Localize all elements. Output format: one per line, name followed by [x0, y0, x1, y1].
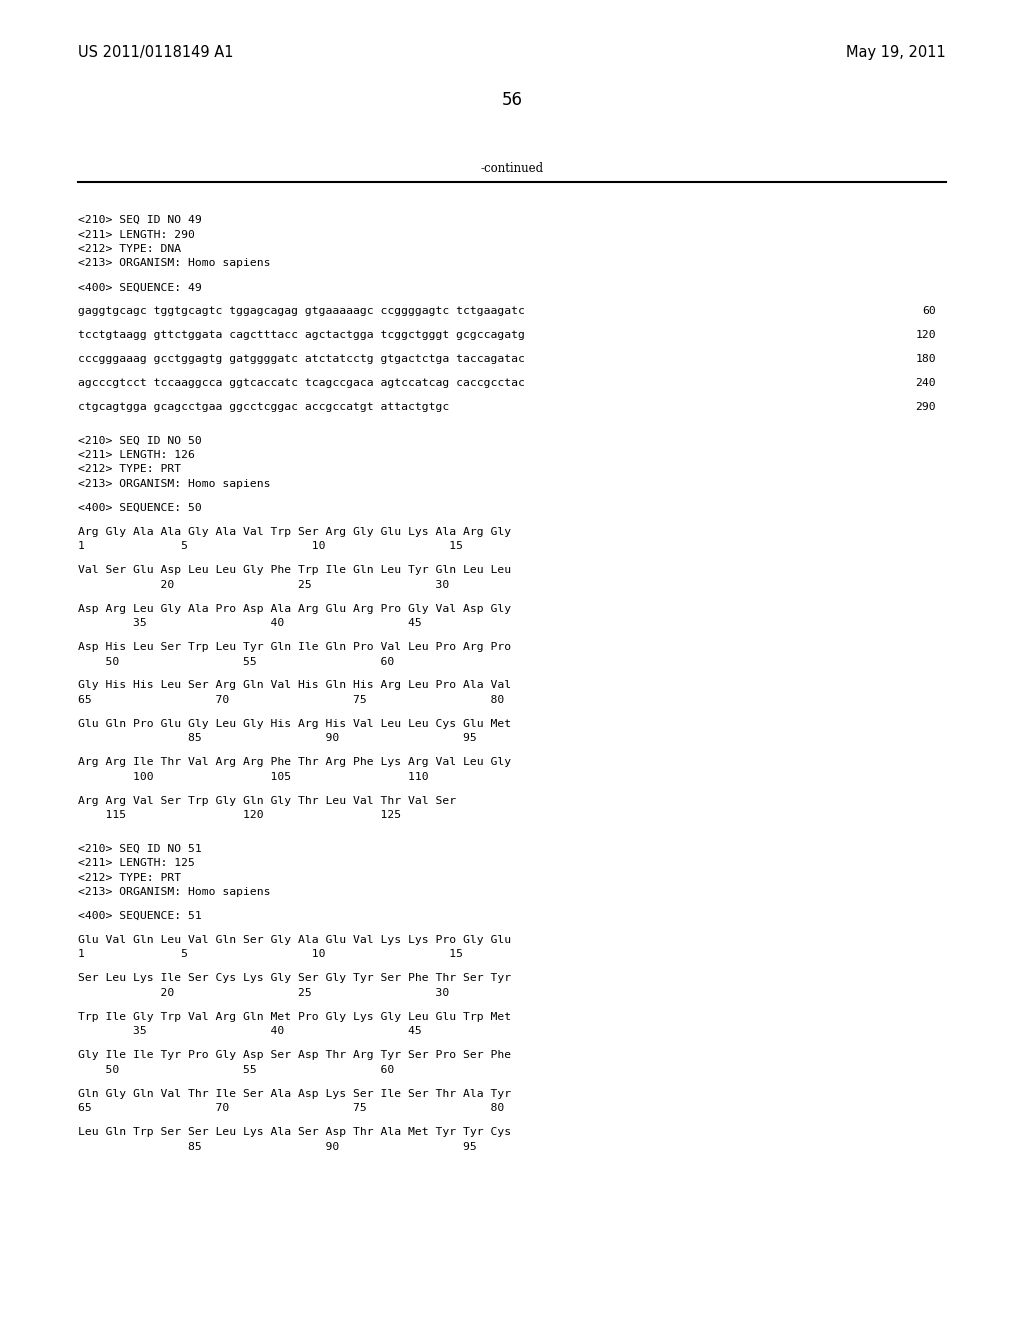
Text: 50                  55                  60: 50 55 60	[78, 656, 394, 667]
Text: Gly Ile Ile Tyr Pro Gly Asp Ser Asp Thr Arg Tyr Ser Pro Ser Phe: Gly Ile Ile Tyr Pro Gly Asp Ser Asp Thr …	[78, 1051, 511, 1060]
Text: gaggtgcagc tggtgcagtc tggagcagag gtgaaaaagc ccggggagtc tctgaagatc: gaggtgcagc tggtgcagtc tggagcagag gtgaaaa…	[78, 306, 525, 317]
Text: cccgggaaag gcctggagtg gatggggatc atctatcctg gtgactctga taccagatac: cccgggaaag gcctggagtg gatggggatc atctatc…	[78, 354, 525, 364]
Text: Arg Gly Ala Ala Gly Ala Val Trp Ser Arg Gly Glu Lys Ala Arg Gly: Arg Gly Ala Ala Gly Ala Val Trp Ser Arg …	[78, 527, 511, 537]
Text: 56: 56	[502, 91, 522, 110]
Text: <211> LENGTH: 125: <211> LENGTH: 125	[78, 858, 195, 869]
Text: 65                  70                  75                  80: 65 70 75 80	[78, 1104, 504, 1113]
Text: Glu Gln Pro Glu Gly Leu Gly His Arg His Val Leu Leu Cys Glu Met: Glu Gln Pro Glu Gly Leu Gly His Arg His …	[78, 719, 511, 729]
Text: Arg Arg Val Ser Trp Gly Gln Gly Thr Leu Val Thr Val Ser: Arg Arg Val Ser Trp Gly Gln Gly Thr Leu …	[78, 796, 456, 805]
Text: -continued: -continued	[480, 161, 544, 174]
Text: May 19, 2011: May 19, 2011	[846, 45, 946, 59]
Text: Asp His Leu Ser Trp Leu Tyr Gln Ile Gln Pro Val Leu Pro Arg Pro: Asp His Leu Ser Trp Leu Tyr Gln Ile Gln …	[78, 642, 511, 652]
Text: <213> ORGANISM: Homo sapiens: <213> ORGANISM: Homo sapiens	[78, 887, 270, 898]
Text: <400> SEQUENCE: 50: <400> SEQUENCE: 50	[78, 503, 202, 513]
Text: agcccgtcct tccaaggcca ggtcaccatc tcagccgaca agtccatcag caccgcctac: agcccgtcct tccaaggcca ggtcaccatc tcagccg…	[78, 378, 525, 388]
Text: 100                 105                 110: 100 105 110	[78, 772, 429, 781]
Text: tcctgtaagg gttctggata cagctttacc agctactgga tcggctgggt gcgccagatg: tcctgtaagg gttctggata cagctttacc agctact…	[78, 330, 525, 341]
Text: <213> ORGANISM: Homo sapiens: <213> ORGANISM: Homo sapiens	[78, 259, 270, 268]
Text: 1              5                  10                  15: 1 5 10 15	[78, 541, 463, 552]
Text: 240: 240	[915, 378, 936, 388]
Text: 290: 290	[915, 403, 936, 412]
Text: 1              5                  10                  15: 1 5 10 15	[78, 949, 463, 960]
Text: <212> TYPE: PRT: <212> TYPE: PRT	[78, 873, 181, 883]
Text: 60: 60	[923, 306, 936, 317]
Text: <400> SEQUENCE: 49: <400> SEQUENCE: 49	[78, 282, 202, 293]
Text: Ser Leu Lys Ile Ser Cys Lys Gly Ser Gly Tyr Ser Phe Thr Ser Tyr: Ser Leu Lys Ile Ser Cys Lys Gly Ser Gly …	[78, 973, 511, 983]
Text: 35                  40                  45: 35 40 45	[78, 618, 422, 628]
Text: 180: 180	[915, 354, 936, 364]
Text: US 2011/0118149 A1: US 2011/0118149 A1	[78, 45, 233, 59]
Text: 85                  90                  95: 85 90 95	[78, 1142, 477, 1151]
Text: 120: 120	[915, 330, 936, 341]
Text: 50                  55                  60: 50 55 60	[78, 1065, 394, 1074]
Text: Leu Gln Trp Ser Ser Leu Lys Ala Ser Asp Thr Ala Met Tyr Tyr Cys: Leu Gln Trp Ser Ser Leu Lys Ala Ser Asp …	[78, 1127, 511, 1137]
Text: ctgcagtgga gcagcctgaa ggcctcggac accgccatgt attactgtgc: ctgcagtgga gcagcctgaa ggcctcggac accgcca…	[78, 403, 450, 412]
Text: 35                  40                  45: 35 40 45	[78, 1026, 422, 1036]
Text: Val Ser Glu Asp Leu Leu Gly Phe Trp Ile Gln Leu Tyr Gln Leu Leu: Val Ser Glu Asp Leu Leu Gly Phe Trp Ile …	[78, 565, 511, 576]
Text: <210> SEQ ID NO 50: <210> SEQ ID NO 50	[78, 436, 202, 445]
Text: 20                  25                  30: 20 25 30	[78, 987, 450, 998]
Text: <211> LENGTH: 126: <211> LENGTH: 126	[78, 450, 195, 459]
Text: <400> SEQUENCE: 51: <400> SEQUENCE: 51	[78, 911, 202, 921]
Text: Trp Ile Gly Trp Val Arg Gln Met Pro Gly Lys Gly Leu Glu Trp Met: Trp Ile Gly Trp Val Arg Gln Met Pro Gly …	[78, 1011, 511, 1022]
Text: 115                 120                 125: 115 120 125	[78, 810, 401, 820]
Text: Arg Arg Ile Thr Val Arg Arg Phe Thr Arg Phe Lys Arg Val Leu Gly: Arg Arg Ile Thr Val Arg Arg Phe Thr Arg …	[78, 758, 511, 767]
Text: <212> TYPE: DNA: <212> TYPE: DNA	[78, 244, 181, 253]
Text: <210> SEQ ID NO 51: <210> SEQ ID NO 51	[78, 843, 202, 854]
Text: <210> SEQ ID NO 49: <210> SEQ ID NO 49	[78, 215, 202, 224]
Text: <211> LENGTH: 290: <211> LENGTH: 290	[78, 230, 195, 239]
Text: <212> TYPE: PRT: <212> TYPE: PRT	[78, 465, 181, 474]
Text: Asp Arg Leu Gly Ala Pro Asp Ala Arg Glu Arg Pro Gly Val Asp Gly: Asp Arg Leu Gly Ala Pro Asp Ala Arg Glu …	[78, 603, 511, 614]
Text: Glu Val Gln Leu Val Gln Ser Gly Ala Glu Val Lys Lys Pro Gly Glu: Glu Val Gln Leu Val Gln Ser Gly Ala Glu …	[78, 935, 511, 945]
Text: 65                  70                  75                  80: 65 70 75 80	[78, 694, 504, 705]
Text: Gly His His Leu Ser Arg Gln Val His Gln His Arg Leu Pro Ala Val: Gly His His Leu Ser Arg Gln Val His Gln …	[78, 680, 511, 690]
Text: 20                  25                  30: 20 25 30	[78, 579, 450, 590]
Text: <213> ORGANISM: Homo sapiens: <213> ORGANISM: Homo sapiens	[78, 479, 270, 488]
Text: 85                  90                  95: 85 90 95	[78, 734, 477, 743]
Text: Gln Gly Gln Val Thr Ile Ser Ala Asp Lys Ser Ile Ser Thr Ala Tyr: Gln Gly Gln Val Thr Ile Ser Ala Asp Lys …	[78, 1089, 511, 1098]
